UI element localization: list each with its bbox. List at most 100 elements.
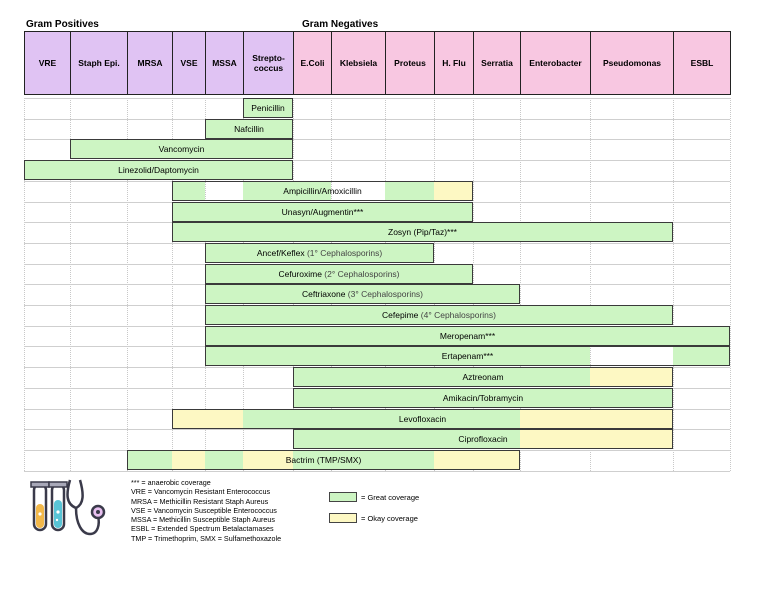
drug-label: Unasyn/Augmentin***: [172, 202, 473, 222]
coverage-cell: [205, 118, 243, 139]
coverage-cell: [434, 325, 473, 346]
coverage-cell: [205, 242, 243, 263]
coverage-cell: [434, 346, 473, 367]
coverage-cell: [293, 305, 331, 325]
coverage-cell: [385, 284, 434, 305]
drug-label: Ciprofloxacin: [293, 429, 673, 449]
coverage-cell: [172, 139, 205, 160]
key-okay: = Okay coverage: [329, 513, 418, 523]
drug-label: Meropenam***: [205, 326, 730, 346]
drug-generation: (1° Cephalosporins): [304, 247, 383, 258]
coverage-cell: [385, 429, 434, 450]
coverage-cell: [385, 367, 434, 388]
drug-span-outline: [243, 98, 293, 118]
coverage-cell: [205, 346, 243, 367]
coverage-cell: [331, 367, 385, 388]
coverage-cell: [434, 263, 473, 284]
drug-name: Zosyn (Pip/Taz)***: [388, 227, 457, 238]
coverage-cell: [331, 325, 385, 346]
coverage-cell: [520, 367, 590, 388]
coverage-cell: [434, 408, 473, 429]
coverage-cell: [473, 305, 520, 325]
coverage-cell: [434, 449, 473, 470]
coverage-cell: [473, 367, 520, 388]
coverage-cell: [293, 284, 331, 305]
row-divider: [24, 160, 730, 162]
row-divider: [24, 98, 730, 99]
coverage-cell: [590, 429, 673, 450]
column-header-strep: Strepto-coccus: [243, 31, 294, 95]
drug-name: Ceftriaxone: [301, 289, 346, 300]
drug-name: Vancomycin: [158, 144, 205, 155]
coverage-cell: [172, 408, 205, 429]
drug-label: Levofloxacin: [172, 409, 673, 429]
column-header-vre: VRE: [24, 31, 71, 95]
drug-name: Cefuroxime: [278, 268, 322, 279]
drug-span-outline: [172, 180, 473, 201]
coverage-cell: [520, 222, 590, 243]
drug-span-outline: [172, 408, 673, 429]
drug-span-outline: [24, 160, 293, 181]
drug-name: Cefepime: [382, 310, 419, 320]
note-line: TMP = Trimethoprim, SMX = Sulfamethoxazo…: [131, 533, 282, 543]
coverage-cell: [434, 387, 473, 408]
column-header-esbl: ESBL: [673, 31, 731, 95]
drug-span-outline: [127, 449, 520, 470]
coverage-cell: [673, 346, 730, 367]
coverage-cell: [434, 201, 473, 222]
coverage-cell: [590, 367, 673, 388]
drug-label: Ceftriaxone (3° Cephalosporins): [205, 284, 520, 304]
coverage-cell: [331, 408, 385, 429]
drug-name: Amikacin/Tobramycin: [442, 392, 524, 403]
coverage-cell: [205, 139, 243, 160]
coverage-cell: [70, 160, 127, 181]
okay-swatch: [329, 513, 357, 523]
column-header-enterobacter: Enterobacter: [520, 31, 591, 95]
coverage-cell: [293, 429, 331, 450]
coverage-cell: [205, 284, 243, 305]
column-header-klebsiela: Klebsiela: [331, 31, 386, 95]
drug-span-outline: [70, 139, 293, 160]
drug-span-outline: [205, 346, 730, 367]
key-great: = Great coverage: [329, 492, 419, 502]
coverage-cell: [590, 325, 673, 346]
coverage-cell: [385, 449, 434, 470]
coverage-cell: [473, 408, 520, 429]
drug-span-outline: [293, 387, 673, 408]
coverage-cell: [385, 242, 434, 263]
coverage-cell: [434, 222, 473, 243]
drug-label: Nafcillin: [205, 119, 293, 139]
coverage-cell: [127, 160, 172, 181]
coverage-cell: [434, 284, 473, 305]
coverage-cell: [293, 449, 331, 470]
drug-name: Aztreonam: [462, 372, 504, 383]
drug-generation: (2° Cephalosporins): [321, 268, 400, 279]
drug-name: Levofloxacin: [398, 413, 447, 424]
drug-span-outline: [172, 201, 473, 222]
note-line: ESBL = Extended Spectrum Betalactamases: [131, 524, 274, 534]
coverage-cell: [172, 201, 205, 222]
coverage-cell: [590, 408, 673, 429]
coverage-cell: [293, 346, 331, 367]
coverage-cell: [385, 305, 434, 325]
coverage-cell: [673, 325, 730, 346]
abbreviation-notes: *** = anaerobic coverage VRE = Vancomyci…: [131, 478, 281, 543]
drug-span-outline: [293, 367, 673, 388]
column-header-hflu: H. Flu: [434, 31, 474, 95]
column-header-staph_epi: Staph Epi.: [70, 31, 128, 95]
coverage-cell: [385, 346, 434, 367]
coverage-cell: [473, 346, 520, 367]
drug-span-outline: [205, 305, 673, 325]
coverage-cell: [385, 222, 434, 243]
drug-label: Bactrim (TMP/SMX): [127, 450, 520, 470]
coverage-cell: [293, 367, 331, 388]
coverage-cell: [473, 222, 520, 243]
row-divider: [24, 470, 730, 472]
coverage-cell: [331, 346, 385, 367]
note-line: MSSA = Methicillin Susceptible Staph Aur…: [131, 515, 276, 525]
coverage-cell: [243, 201, 293, 222]
drug-name: Ampicillin/Amoxicillin: [283, 185, 362, 196]
drug-label: Ertapenam***: [205, 346, 730, 366]
coverage-cell: [473, 284, 520, 305]
